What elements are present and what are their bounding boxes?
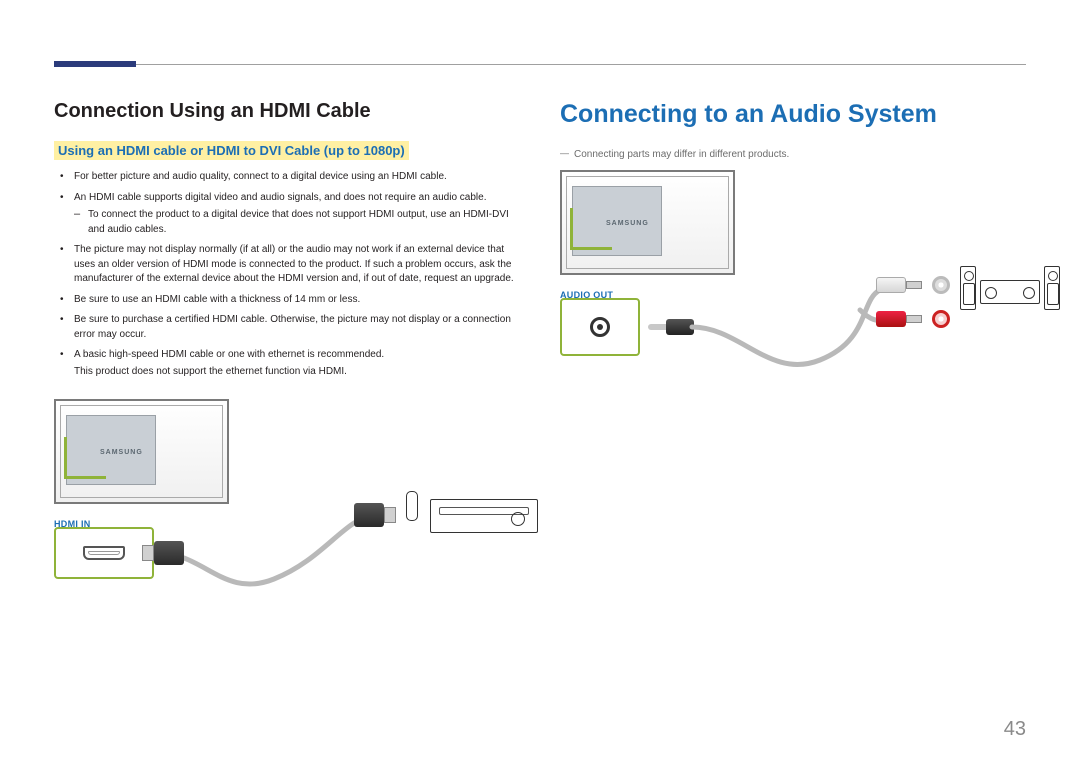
connector-adapter-icon <box>406 491 418 521</box>
bullet-text: The picture may not display normally (if… <box>74 244 514 284</box>
right-column: Connecting to an Audio System Connecting… <box>560 100 1026 639</box>
bullet-text: An HDMI cable supports digital video and… <box>74 192 487 203</box>
bullet-text: Be sure to use an HDMI cable with a thic… <box>74 294 360 305</box>
header-accent-bar <box>54 61 136 67</box>
hdmi-plug-icon <box>154 535 198 571</box>
bullet-text: A basic high-speed HDMI cable or one wit… <box>74 349 384 360</box>
speaker-right-icon <box>1044 266 1060 310</box>
bullet-item: An HDMI cable supports digital video and… <box>74 191 520 238</box>
left-subheading-highlight: Using an HDMI cable or HDMI to DVI Cable… <box>54 141 409 160</box>
hdmi-diagram: SAMSUNG HDMI IN <box>54 399 520 639</box>
right-note: Connecting parts may differ in different… <box>560 149 1026 160</box>
page-number: 43 <box>1004 718 1026 741</box>
right-heading: Connecting to an Audio System <box>560 100 1026 129</box>
header-rule <box>54 64 1026 65</box>
page-content: Connection Using an HDMI Cable Using an … <box>54 100 1026 639</box>
bullet-item: Be sure to purchase a certified HDMI cab… <box>74 313 520 342</box>
left-bullet-list: For better picture and audio quality, co… <box>54 170 520 379</box>
rca-jack-red-icon <box>932 310 950 328</box>
dvd-player-icon <box>430 499 538 533</box>
bullet-item: A basic high-speed HDMI cable or one wit… <box>74 348 520 379</box>
bullet-item: Be sure to use an HDMI cable with a thic… <box>74 293 520 308</box>
rca-plug-red-icon <box>876 308 926 330</box>
audio-diagram: SAMSUNG AUDIO OUT <box>560 170 1026 450</box>
rca-jack-white-icon <box>932 276 950 294</box>
left-column: Connection Using an HDMI Cable Using an … <box>54 100 520 639</box>
bullet-text: Be sure to purchase a certified HDMI cab… <box>74 314 511 340</box>
bullet-item: For better picture and audio quality, co… <box>74 170 520 185</box>
speaker-left-icon <box>960 266 976 310</box>
left-heading: Connection Using an HDMI Cable <box>54 100 520 123</box>
bullet-item: The picture may not display normally (if… <box>74 243 520 287</box>
rca-plug-white-icon <box>876 274 926 296</box>
amplifier-icon <box>980 280 1040 304</box>
bullet-text: For better picture and audio quality, co… <box>74 171 447 182</box>
hdmi-plug-icon <box>354 497 398 533</box>
bullet-subnote: To connect the product to a digital devi… <box>74 208 520 237</box>
bullet-continuation: This product does not support the ethern… <box>74 365 520 380</box>
